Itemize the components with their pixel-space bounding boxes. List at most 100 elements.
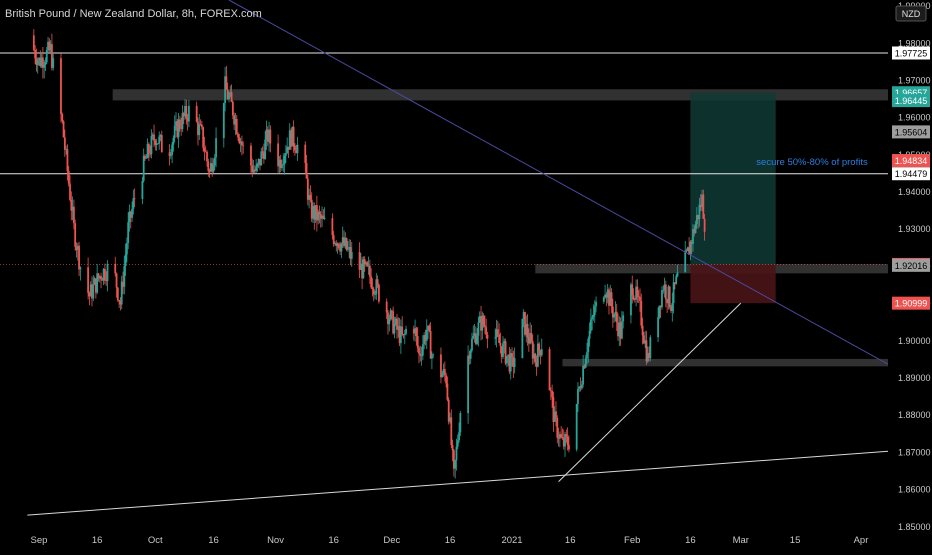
candle-body bbox=[339, 248, 342, 252]
candle-body bbox=[558, 434, 561, 439]
candle-body bbox=[147, 144, 150, 154]
time-tick-label: Nov bbox=[267, 535, 284, 546]
candle-body bbox=[286, 146, 289, 154]
candle-body bbox=[172, 137, 175, 145]
candle-body bbox=[694, 224, 697, 234]
price-axis[interactable]: 1.990001.980001.970001.960001.950001.940… bbox=[888, 0, 932, 550]
candle-body bbox=[533, 353, 535, 359]
price-label-box bbox=[892, 296, 930, 310]
candle-body bbox=[606, 289, 609, 298]
candle-body bbox=[204, 151, 207, 153]
candle-body bbox=[442, 369, 445, 375]
candle-body bbox=[456, 440, 459, 447]
candle-body bbox=[504, 341, 507, 364]
candle-body bbox=[451, 444, 454, 451]
candle-body bbox=[702, 194, 705, 219]
trendline-1[interactable] bbox=[558, 302, 742, 483]
candle-body bbox=[128, 211, 131, 223]
trendlines-layer[interactable] bbox=[27, 0, 932, 516]
candle-body bbox=[337, 243, 340, 249]
time-axis[interactable]: Sep 16 Oct 16 Nov 16 Dec 16 2021 16 Feb 16 Mar 15 Apr bbox=[0, 530, 932, 550]
candle-body bbox=[269, 129, 272, 144]
candle-body bbox=[343, 237, 345, 247]
candle-body bbox=[428, 325, 431, 331]
price-label-box bbox=[892, 154, 930, 168]
annotation-text-0[interactable]: secure 50%-80% of profits bbox=[756, 157, 868, 168]
candle-body bbox=[35, 58, 38, 65]
candle-body bbox=[127, 222, 130, 244]
price-label: 1.90999 bbox=[895, 299, 928, 309]
trendline-0[interactable] bbox=[228, 0, 932, 394]
candle-body bbox=[317, 211, 320, 221]
candle-body bbox=[699, 204, 702, 208]
candle-body bbox=[368, 265, 371, 277]
candle-body bbox=[310, 199, 313, 219]
candle-body bbox=[312, 205, 314, 219]
candle-body bbox=[474, 333, 477, 344]
candle-body bbox=[613, 314, 616, 318]
candle-body bbox=[495, 329, 498, 338]
candle-body bbox=[552, 397, 555, 422]
candle-body bbox=[288, 130, 291, 150]
candle-body bbox=[181, 113, 184, 129]
candle-body bbox=[146, 144, 149, 158]
candle-body bbox=[468, 355, 471, 359]
candle-body bbox=[431, 354, 433, 359]
position-stop-area[interactable] bbox=[690, 264, 776, 304]
candle-body bbox=[96, 273, 99, 293]
candle-body bbox=[91, 284, 93, 299]
candle-body bbox=[178, 119, 181, 128]
candle-body bbox=[284, 153, 287, 156]
candle-body bbox=[423, 335, 426, 345]
candle-body bbox=[478, 316, 481, 323]
currency-badge[interactable] bbox=[895, 5, 927, 22]
candle-body bbox=[78, 245, 80, 270]
candle-body bbox=[605, 294, 608, 298]
candle-body bbox=[429, 330, 432, 359]
zone-2[interactable] bbox=[562, 358, 888, 367]
candle-body bbox=[45, 50, 48, 63]
candle-body bbox=[610, 292, 613, 307]
trendline-2[interactable] bbox=[27, 446, 932, 516]
candle-body bbox=[69, 183, 71, 200]
candle-body bbox=[695, 215, 698, 225]
candle-body bbox=[120, 281, 123, 305]
candle-body bbox=[234, 118, 237, 125]
candle-body bbox=[584, 358, 587, 368]
candle-body bbox=[39, 57, 42, 67]
candle-body bbox=[617, 322, 619, 337]
price-tick-label: 1.98000 bbox=[898, 38, 931, 48]
candle-body bbox=[692, 229, 694, 244]
candle-body bbox=[564, 434, 566, 447]
position-target-area[interactable] bbox=[690, 92, 776, 265]
candle-body bbox=[212, 165, 215, 172]
candle-body bbox=[237, 133, 239, 138]
candle-body bbox=[392, 311, 395, 334]
candle-body bbox=[70, 199, 73, 211]
candle-body bbox=[365, 262, 367, 265]
candle-body bbox=[36, 60, 39, 65]
candle-body bbox=[447, 399, 450, 422]
candle-body bbox=[644, 340, 647, 344]
candle-body bbox=[615, 311, 618, 323]
candle-body bbox=[670, 307, 672, 311]
candle-body bbox=[34, 50, 37, 59]
zone-0[interactable] bbox=[112, 89, 889, 101]
candle-body bbox=[225, 76, 228, 90]
candles-layer bbox=[32, 29, 706, 479]
candle-body bbox=[452, 450, 455, 469]
candle-body bbox=[253, 169, 256, 171]
candle-body bbox=[402, 334, 405, 336]
price-label: 1.95604 bbox=[895, 127, 928, 137]
candle-body bbox=[582, 365, 585, 385]
candle-body bbox=[104, 268, 106, 280]
price-label-box bbox=[892, 94, 930, 108]
candle-body bbox=[473, 333, 476, 336]
candle-body bbox=[602, 297, 605, 302]
candle-body bbox=[153, 134, 155, 141]
candle-body bbox=[577, 388, 579, 404]
price-tick-label: 1.96000 bbox=[898, 113, 931, 123]
price-label: 1.96445 bbox=[895, 96, 928, 106]
